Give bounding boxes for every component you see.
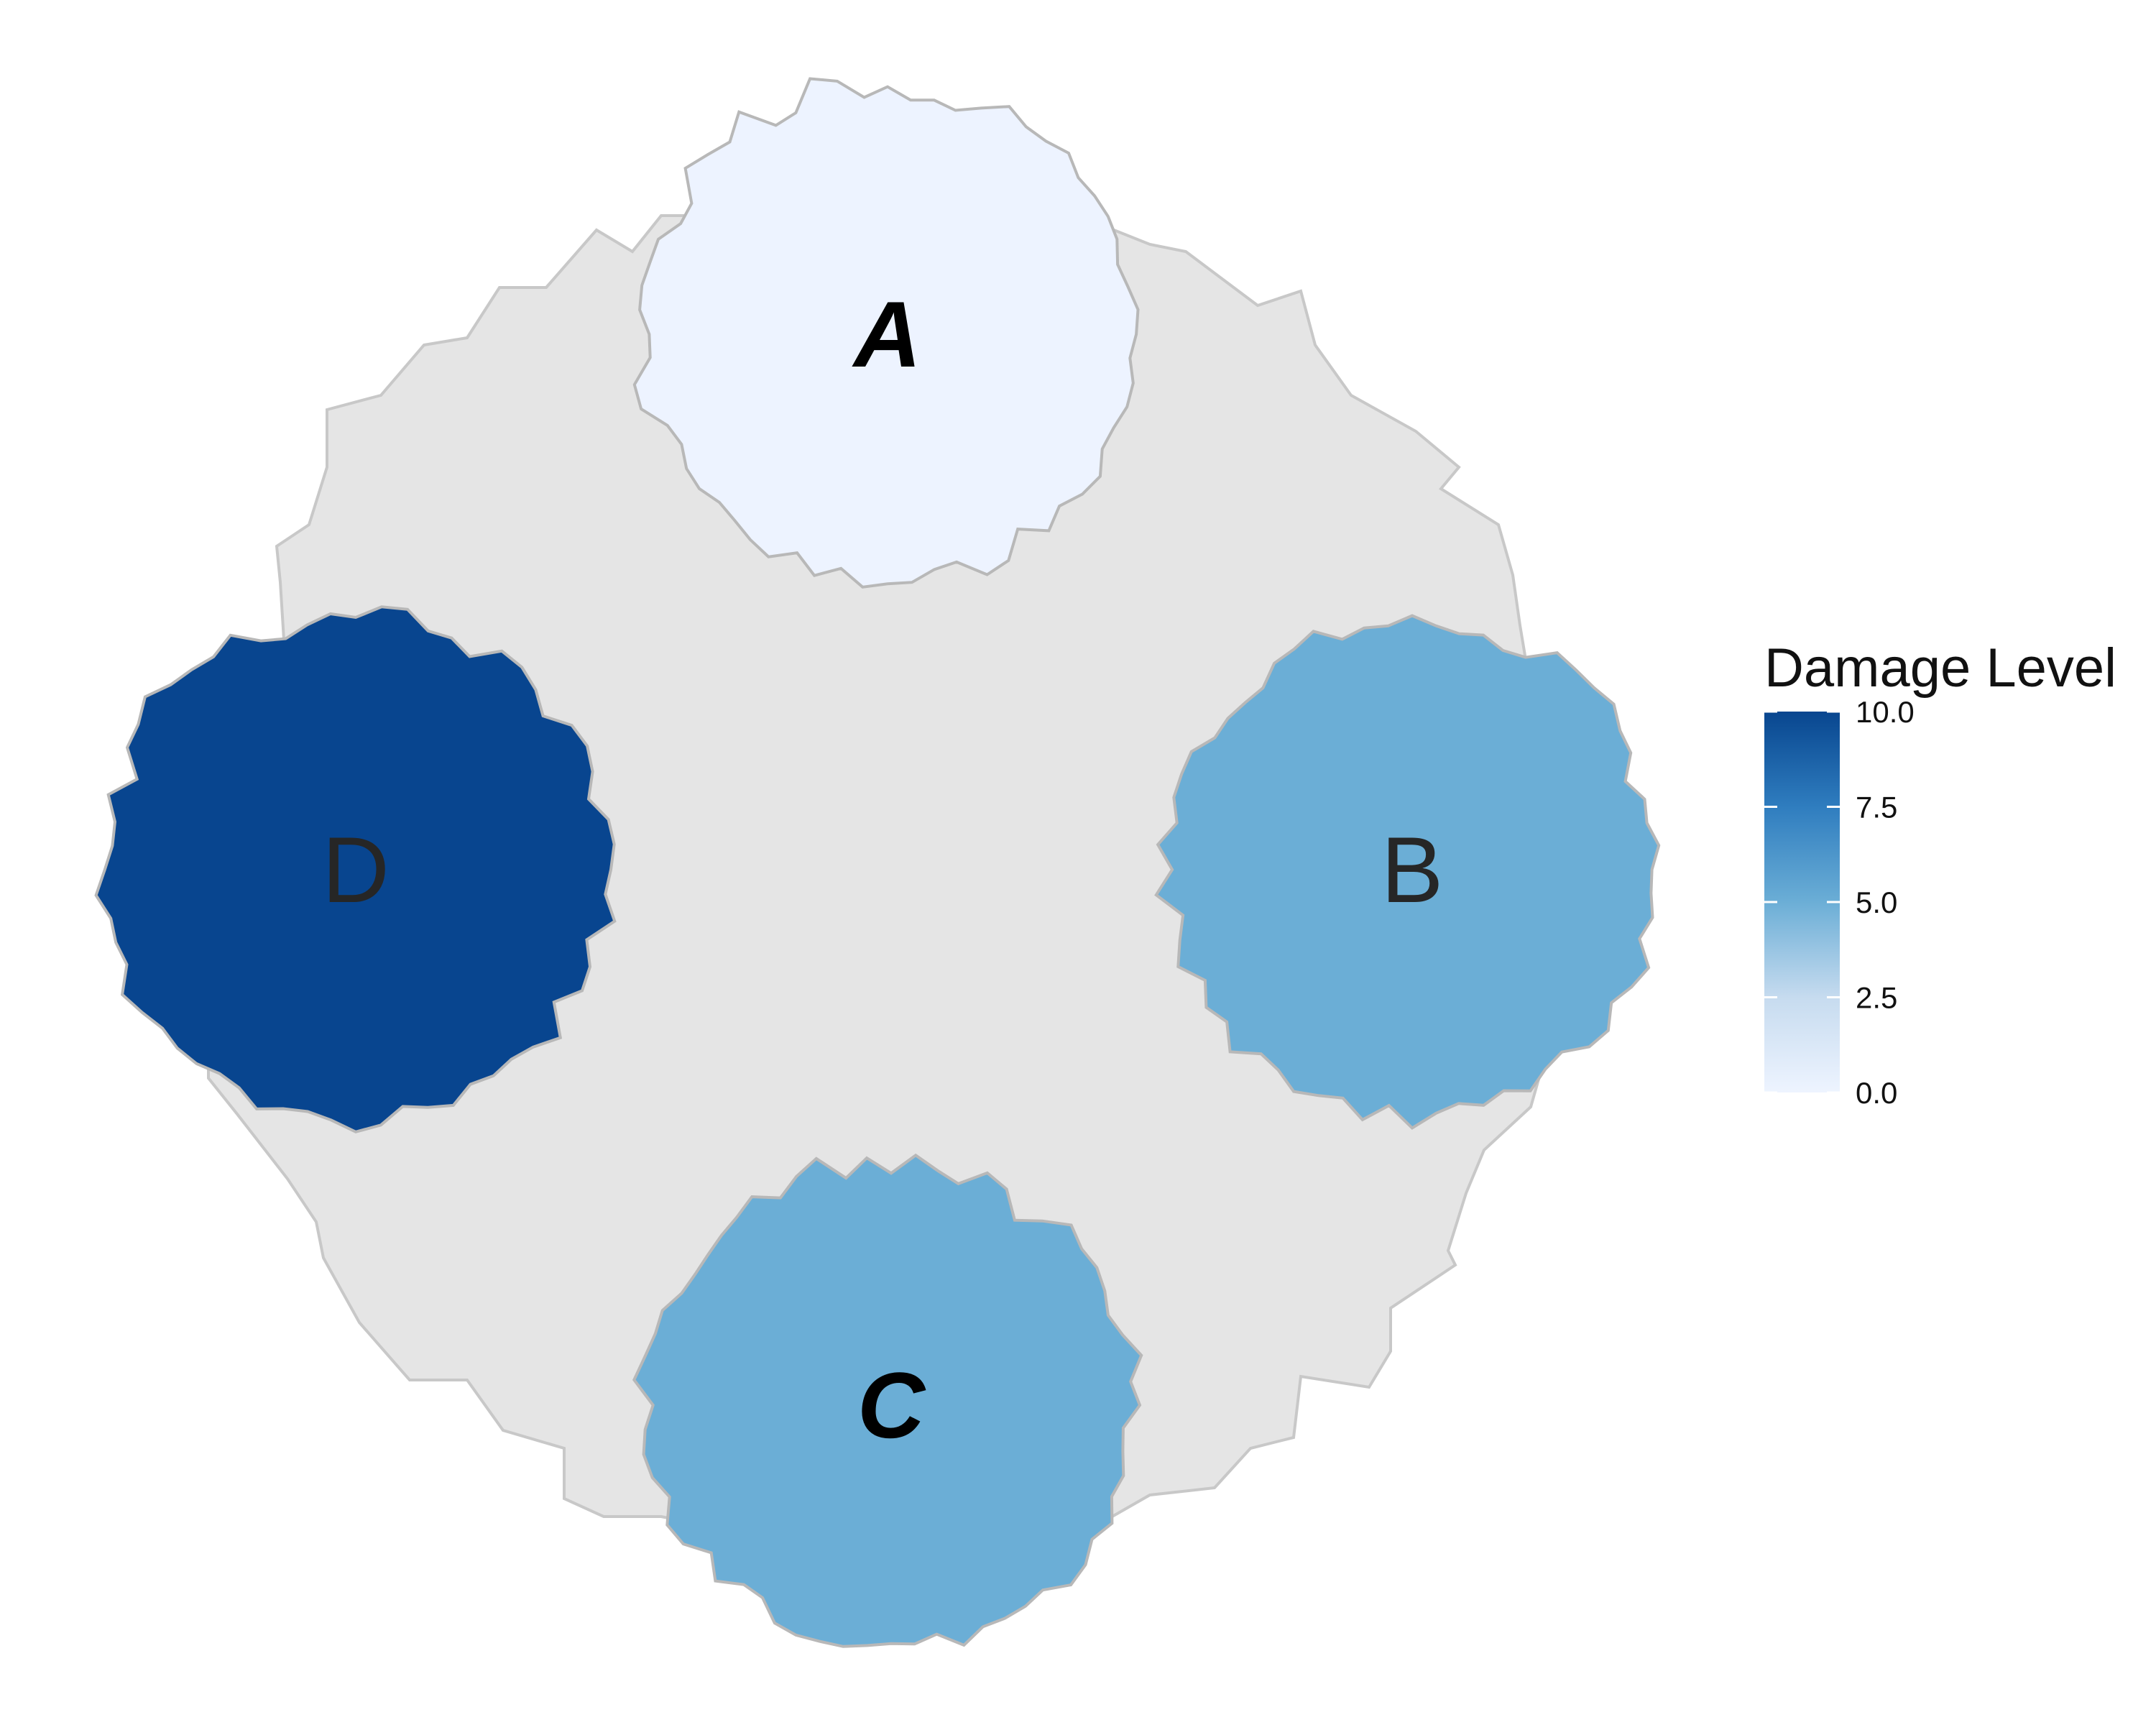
- region-d: [94, 605, 617, 1133]
- legend-tick-label: 2.5: [1856, 981, 1897, 1015]
- region-b: [1154, 614, 1661, 1130]
- legend-tick-label: 10.0: [1856, 695, 1915, 729]
- legend-tick-label: 5.0: [1856, 886, 1897, 919]
- legend-tick-label: 7.5: [1856, 791, 1897, 824]
- region-label-d: D: [322, 817, 390, 922]
- legend-title: Damage Level: [1764, 638, 2116, 699]
- region-c: [632, 1153, 1143, 1648]
- region-label-a: A: [852, 282, 921, 387]
- legend-tick-label: 0.0: [1856, 1076, 1897, 1110]
- region-label-c: C: [857, 1353, 926, 1458]
- region-a: [632, 77, 1140, 589]
- color-legend: Damage Level 0.0 2.5 5.0 7.5 10.0: [1764, 638, 2116, 1110]
- region-label-b: B: [1381, 817, 1444, 922]
